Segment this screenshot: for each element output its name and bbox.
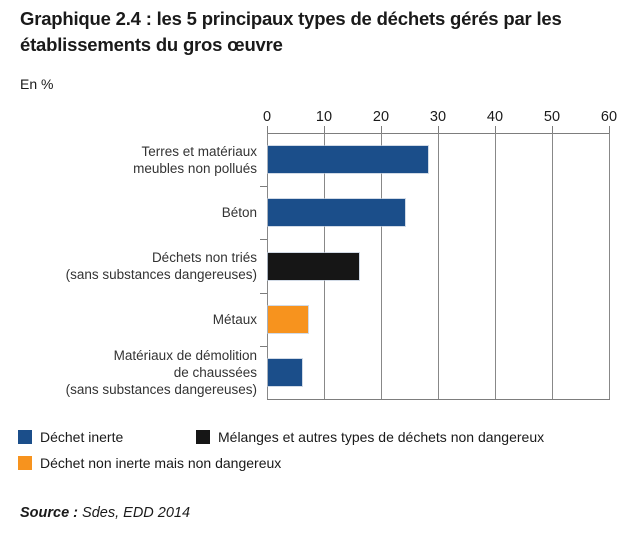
x-tick-mark (609, 126, 610, 133)
bar (268, 199, 405, 227)
y-tick-mark (260, 186, 267, 188)
source-note: Source : Sdes, EDD 2014 (20, 505, 190, 521)
x-tick-mark (552, 126, 553, 133)
legend-item: Déchet non inerte mais non dangereux (18, 455, 281, 471)
x-tick-label: 50 (543, 109, 561, 125)
gridline (609, 133, 610, 399)
category-label: Terres et matériaux meubles non pollués (133, 143, 257, 176)
y-tick-mark (260, 239, 267, 241)
gridline (438, 133, 439, 399)
gridline (267, 133, 268, 399)
y-tick-mark (260, 292, 267, 294)
category-label: Déchets non triés (sans substances dange… (65, 249, 257, 282)
legend-item: Déchet inerte (18, 429, 123, 445)
y-tick-mark (260, 345, 267, 347)
x-tick-label: 40 (486, 109, 504, 125)
x-tick-mark (324, 126, 325, 133)
unit-label: En % (20, 76, 54, 92)
x-tick-label: 0 (262, 109, 272, 125)
x-tick-mark (438, 126, 439, 133)
category-label: Matériaux de démolition de chaussées (sa… (65, 347, 257, 397)
chart-title: Graphique 2.4 : les 5 principaux types d… (20, 8, 562, 55)
source-text: Sdes, EDD 2014 (78, 505, 191, 521)
bar (268, 305, 308, 333)
bar (268, 146, 428, 174)
x-tick-mark (267, 126, 268, 133)
x-tick-label: 30 (429, 109, 447, 125)
source-prefix: Source : (20, 505, 79, 521)
bar (268, 358, 303, 386)
bar (268, 252, 360, 280)
legend-swatch-non_inerte (18, 456, 32, 470)
x-tick-mark (495, 126, 496, 133)
legend-swatch-inerte (18, 430, 32, 444)
legend-label: Déchet non inerte mais non dangereux (40, 455, 282, 471)
x-tick-label: 60 (600, 109, 618, 125)
gridline (495, 133, 496, 399)
x-tick-label: 10 (315, 109, 333, 125)
gridline (552, 133, 553, 399)
category-label: Béton (221, 205, 257, 221)
legend-item: Mélanges et autres types de déchets non … (196, 429, 544, 445)
x-tick-mark (381, 126, 382, 133)
legend-label: Mélanges et autres types de déchets non … (218, 429, 545, 445)
x-tick-label: 20 (372, 109, 390, 125)
legend-swatch-melange (196, 430, 210, 444)
category-label: Métaux (212, 311, 257, 327)
legend-label: Déchet inerte (40, 429, 124, 445)
plot-bottom-line (267, 399, 610, 400)
gridline (381, 133, 382, 399)
